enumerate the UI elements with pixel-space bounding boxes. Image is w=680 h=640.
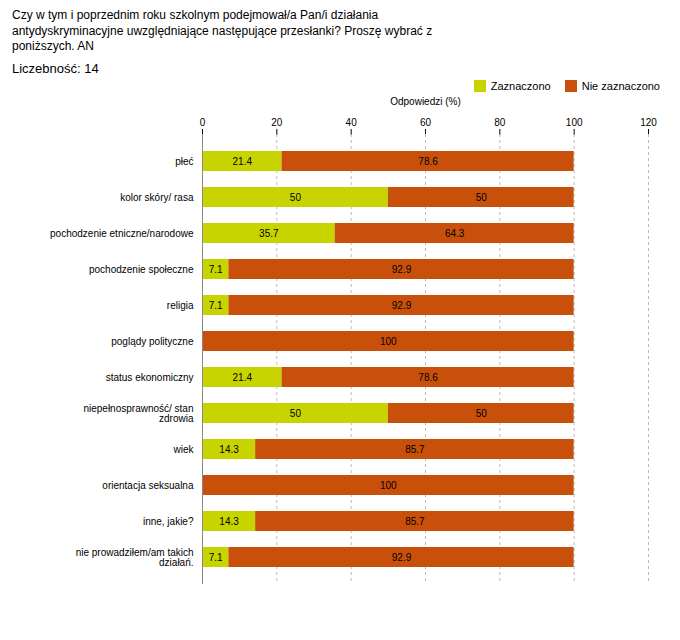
svg-text:21.4: 21.4 (233, 371, 253, 382)
svg-text:7.1: 7.1 (209, 263, 223, 274)
html-text:Czy w tym i poprzednim roku sz: Czy w tym i poprzednim roku szkolnym pod… (12, 8, 433, 54)
svg-text:nie prowadziłem/am takichdział: nie prowadziłem/am takichdziałań. (76, 546, 194, 567)
svg-text:35.7: 35.7 (259, 227, 279, 238)
svg-text:14.3: 14.3 (219, 443, 239, 454)
svg-text:płeć: płeć (175, 155, 193, 166)
svg-text:50: 50 (476, 191, 488, 202)
svg-text:50: 50 (290, 407, 302, 418)
svg-text:50: 50 (290, 191, 302, 202)
html-text:Liczebność: 14: Liczebność: 14 (12, 60, 99, 76)
svg-text:orientacja seksualna: orientacja seksualna (102, 479, 194, 490)
svg-text:85.7: 85.7 (405, 443, 425, 454)
svg-text:Odpowiedzi (%): Odpowiedzi (%) (390, 95, 461, 106)
svg-text:100: 100 (380, 479, 397, 490)
svg-text:92.9: 92.9 (392, 551, 412, 562)
svg-text:120: 120 (640, 116, 657, 127)
svg-text:85.7: 85.7 (405, 515, 425, 526)
svg-text:inne, jakie?: inne, jakie? (143, 515, 194, 526)
svg-text:40: 40 (346, 116, 358, 127)
svg-text:0: 0 (200, 116, 206, 127)
svg-text:100: 100 (566, 116, 583, 127)
svg-text:wiek: wiek (172, 443, 194, 454)
svg-text:poglądy polityczne: poglądy polityczne (111, 335, 194, 346)
svg-text:78.6: 78.6 (418, 155, 438, 166)
svg-text:pochodzenie etniczne/narodowe: pochodzenie etniczne/narodowe (50, 227, 194, 238)
svg-text:21.4: 21.4 (233, 155, 253, 166)
svg-text:20: 20 (271, 116, 283, 127)
svg-text:religia: religia (167, 299, 194, 310)
svg-text:100: 100 (380, 335, 397, 346)
svg-text:60: 60 (420, 116, 432, 127)
svg-text:64.3: 64.3 (445, 227, 465, 238)
html-text:Nie zaznaczono: Nie zaznaczono (581, 79, 660, 92)
svg-text:50: 50 (476, 407, 488, 418)
svg-text:80: 80 (494, 116, 506, 127)
svg-text:status ekonomiczny: status ekonomiczny (106, 371, 194, 382)
svg-text:78.6: 78.6 (418, 371, 438, 382)
svg-text:92.9: 92.9 (392, 263, 412, 274)
svg-text:7.1: 7.1 (209, 551, 223, 562)
html-text:Zaznaczono: Zaznaczono (490, 79, 551, 92)
svg-text:kolor skóry/ rasa: kolor skóry/ rasa (120, 191, 194, 202)
svg-text:14.3: 14.3 (219, 515, 239, 526)
svg-text:pochodzenie społeczne: pochodzenie społeczne (89, 263, 194, 274)
svg-text:92.9: 92.9 (392, 299, 412, 310)
svg-text:niepełnosprawność/ stanzdrowia: niepełnosprawność/ stanzdrowia (83, 402, 194, 423)
svg-text:7.1: 7.1 (209, 299, 223, 310)
